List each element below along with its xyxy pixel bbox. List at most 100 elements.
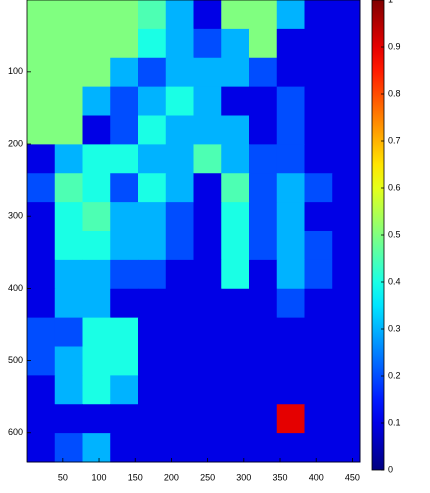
heat-cell [110, 317, 139, 347]
plot-frame [26, 0, 361, 463]
heat-cell [249, 375, 278, 405]
heat-cell [82, 231, 111, 261]
heat-cell [332, 317, 361, 347]
heat-cell [110, 57, 139, 88]
heat-cell [249, 173, 278, 203]
heat-cell [304, 231, 333, 261]
heat-cell [221, 173, 250, 203]
heat-cell [138, 202, 167, 232]
heat-cell [221, 28, 250, 59]
heat-cell [193, 173, 222, 203]
heat-cell [304, 57, 333, 88]
heat-cell [193, 231, 222, 261]
heat-cell [332, 173, 361, 203]
heat-cell [82, 0, 111, 30]
heat-cell [27, 259, 56, 290]
colorbar-tick-label: 0.8 [388, 88, 401, 98]
x-tick-label: 350 [272, 472, 287, 482]
heat-cell [27, 0, 56, 30]
heat-cell [82, 317, 111, 347]
heat-cell [110, 115, 139, 145]
colorbar-tick-label: 0.2 [388, 370, 401, 380]
y-tick-label: 200 [8, 138, 23, 148]
heat-cell [249, 0, 278, 30]
heat-cell [27, 375, 56, 405]
heat-cell [332, 115, 361, 145]
y-tick-label: 400 [8, 283, 23, 293]
heat-cell [110, 173, 139, 203]
x-tick-label: 150 [128, 472, 143, 482]
heat-cell [193, 288, 222, 319]
heat-cell [276, 231, 305, 261]
heat-cell [54, 173, 83, 203]
heat-cell [165, 115, 194, 145]
heat-cell [276, 28, 305, 59]
colorbar-tick-label: 0.9 [388, 41, 401, 51]
heat-cell [221, 86, 250, 116]
heat-cell [110, 0, 139, 30]
heat-cell [193, 28, 222, 59]
heat-cell [54, 28, 83, 59]
heat-cell [138, 173, 167, 203]
heat-cell [304, 86, 333, 116]
heat-cell [249, 404, 278, 434]
heat-cell [304, 346, 333, 376]
heat-cell [221, 202, 250, 232]
heat-cell [193, 57, 222, 88]
heat-cell [221, 115, 250, 145]
heat-cell [27, 346, 56, 376]
heat-cell [165, 433, 194, 463]
heat-cell [110, 202, 139, 232]
heat-cell [221, 231, 250, 261]
heat-cell [221, 375, 250, 405]
heat-cell [304, 288, 333, 319]
heat-cell [193, 433, 222, 463]
colorbar-tick-label: 0.1 [388, 417, 401, 427]
heat-cell [249, 144, 278, 174]
colorbar-tick-label: 0.7 [388, 135, 401, 145]
heat-cell [27, 144, 56, 174]
heat-cell [82, 144, 111, 174]
heat-cell [304, 28, 333, 59]
heat-cell [82, 57, 111, 88]
heat-cell [249, 202, 278, 232]
heat-cell [304, 317, 333, 347]
heat-cell [221, 288, 250, 319]
y-tick-label: 300 [8, 211, 23, 221]
heat-cell [110, 375, 139, 405]
heat-cell [165, 173, 194, 203]
heat-cell [54, 86, 83, 116]
heat-cell [165, 346, 194, 376]
heat-cell [138, 231, 167, 261]
heat-cell [193, 404, 222, 434]
heat-cell [193, 375, 222, 405]
heat-cell [82, 288, 111, 319]
heat-cell [54, 144, 83, 174]
heat-cell [138, 144, 167, 174]
heat-cell [82, 433, 111, 463]
x-tick-label: 250 [200, 472, 215, 482]
heat-cell [276, 57, 305, 88]
y-tick-label: 100 [8, 66, 23, 76]
heat-cell [221, 433, 250, 463]
heat-cell [110, 231, 139, 261]
heat-cell [138, 115, 167, 145]
heat-cell [304, 433, 333, 463]
heat-cell [27, 28, 56, 59]
heat-cell [165, 231, 194, 261]
heat-cell [27, 86, 56, 116]
heat-cell [110, 259, 139, 290]
heat-cell [82, 404, 111, 434]
colorbar-tick-label: 0.6 [388, 182, 401, 192]
heat-cell [332, 231, 361, 261]
heat-cell [193, 86, 222, 116]
heat-cell [304, 144, 333, 174]
heat-cell [249, 57, 278, 88]
heat-cell [276, 404, 305, 434]
heat-cell [276, 433, 305, 463]
heat-cell [82, 202, 111, 232]
heat-cell [82, 375, 111, 405]
heat-cell [332, 144, 361, 174]
heat-cell [221, 57, 250, 88]
